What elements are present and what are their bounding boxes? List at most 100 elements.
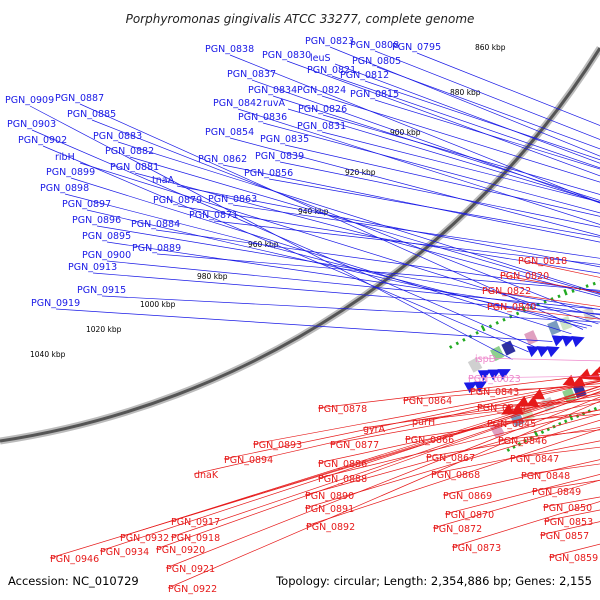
reverse-gene-arrow <box>562 374 576 386</box>
forward-gene-label[interactable]: PGN_0805 <box>352 56 401 67</box>
reverse-gene-label[interactable]: PGN_0859 <box>549 553 598 564</box>
reverse-gene-label[interactable]: PGN_0922 <box>168 584 217 595</box>
forward-gene-label[interactable]: PGN_0889 <box>132 243 181 254</box>
forward-gene-label[interactable]: PGN_0838 <box>205 44 254 55</box>
reverse-gene-label[interactable]: PGN_0934 <box>100 547 149 558</box>
forward-gene-label[interactable]: PGN_0899 <box>46 167 95 178</box>
reverse-gene-label[interactable]: PGN_0894 <box>224 455 273 466</box>
reverse-gene-label[interactable]: PGN_0850 <box>543 503 592 514</box>
forward-gene-label[interactable]: PGN_0909 <box>5 95 54 106</box>
forward-gene-label[interactable]: leuS <box>310 53 331 64</box>
reverse-gene-label[interactable]: PGN_0891 <box>305 504 354 515</box>
reverse-gene-label[interactable]: PGN_0822 <box>482 286 531 297</box>
reverse-gene-label[interactable]: PGN_0892 <box>306 522 355 533</box>
reverse-gene-label[interactable]: PGN_0868 <box>431 470 480 481</box>
reverse-gene-label[interactable]: PGN_0844 <box>477 403 526 414</box>
reverse-gene-label[interactable]: PGN_0818 <box>518 256 567 267</box>
forward-gene-label[interactable]: PGN_0913 <box>68 262 117 273</box>
reverse-gene-label[interactable]: gyrA <box>363 424 386 435</box>
reverse-leader-line <box>402 383 600 401</box>
reverse-gene-label[interactable]: PGN_0873 <box>452 543 501 554</box>
reverse-gene-label[interactable]: PGN_0845 <box>487 419 536 430</box>
forward-gene-label[interactable]: PGN_0896 <box>72 215 121 226</box>
reverse-gene-label[interactable]: PGN_0946 <box>50 554 99 565</box>
forward-gene-label[interactable]: PGN_0856 <box>244 168 293 179</box>
reverse-gene-label[interactable]: purH <box>412 417 435 428</box>
forward-gene-label[interactable]: PGN_0862 <box>198 154 247 165</box>
forward-gene-label[interactable]: PGN_0830 <box>262 50 311 61</box>
forward-gene-label[interactable]: PGN_0824 <box>297 85 346 96</box>
forward-gene-label[interactable]: PGN_0885 <box>67 109 116 120</box>
forward-gene-label[interactable]: PGN_0821 <box>307 65 356 76</box>
forward-gene-label[interactable]: PGN_0854 <box>205 127 254 138</box>
reverse-gene-label[interactable]: PGN_0886 <box>318 459 367 470</box>
reverse-gene-label[interactable]: PGN_0921 <box>166 564 215 575</box>
forward-gene-label[interactable]: PGN_0808 <box>350 40 399 51</box>
forward-gene-label[interactable]: PGN_0815 <box>350 89 399 100</box>
reverse-gene-label[interactable]: PGN_0920 <box>156 545 205 556</box>
reverse-gene-label[interactable]: PGN_0840 <box>487 302 536 313</box>
reverse-gene-label[interactable]: PGN_0932 <box>120 533 169 544</box>
reverse-gene-label[interactable]: PGN_0872 <box>433 524 482 535</box>
forward-gene-arrow <box>477 370 492 381</box>
reverse-gene-label[interactable]: PGN_0857 <box>540 531 589 542</box>
tick-label: 1040 kbp <box>30 350 66 359</box>
reverse-gene-label[interactable]: PGN_0849 <box>532 487 581 498</box>
forward-gene-label[interactable]: PGN_0812 <box>340 70 389 81</box>
forward-gene-label[interactable]: PGN_0836 <box>238 112 287 123</box>
forward-gene-label[interactable]: PGN_0919 <box>31 298 80 309</box>
reverse-gene-label[interactable]: PGN_0870 <box>445 510 494 521</box>
reverse-gene-label[interactable]: PGN_0847 <box>510 454 559 465</box>
forward-gene-arrow <box>546 346 560 358</box>
forward-gene-label[interactable]: PGN_0903 <box>7 119 56 130</box>
forward-gene-label[interactable]: PGN_0837 <box>227 69 276 80</box>
forward-gene-label[interactable]: PGN_0863 <box>208 194 257 205</box>
reverse-gene-label[interactable]: PGN_0866 <box>405 435 454 446</box>
forward-gene-label[interactable]: PGN_0835 <box>260 134 309 145</box>
reverse-gene-label[interactable]: PGN_0848 <box>521 471 570 482</box>
forward-leader-lines <box>29 46 600 360</box>
forward-gene-label[interactable]: PGN_0895 <box>82 231 131 242</box>
forward-gene-label[interactable]: PGN_0831 <box>297 121 346 132</box>
forward-gene-label[interactable]: PGN_0883 <box>93 131 142 142</box>
reverse-gene-label[interactable]: PGN_0853 <box>544 517 593 528</box>
forward-gene-label[interactable]: PGN_0898 <box>40 183 89 194</box>
reverse-gene-label[interactable]: PGN_0877 <box>330 440 379 451</box>
forward-gene-label[interactable]: PGN_0887 <box>55 93 104 104</box>
reverse-leader-line <box>223 380 600 460</box>
reverse-gene-label[interactable]: PGN_0867 <box>426 453 475 464</box>
forward-gene-label[interactable]: tnaA <box>152 175 175 186</box>
forward-gene-label[interactable]: PGN_0795 <box>392 42 441 53</box>
reverse-gene-label[interactable]: PGN_t0023 <box>468 374 521 385</box>
reverse-gene-label[interactable]: PGN_0843 <box>470 387 519 398</box>
reverse-gene-label[interactable]: PGN_0890 <box>305 491 354 502</box>
forward-gene-label[interactable]: PGN_0902 <box>18 135 67 146</box>
reverse-gene-label[interactable]: PGN_0917 <box>171 517 220 528</box>
forward-gene-label[interactable]: ribH <box>55 152 75 163</box>
reverse-gene-label[interactable]: PGN_0846 <box>498 436 547 447</box>
reverse-gene-label[interactable]: PGN_0893 <box>253 440 302 451</box>
reverse-gene-label[interactable]: PGN_0869 <box>443 491 492 502</box>
forward-gene-label[interactable]: PGN_0897 <box>62 199 111 210</box>
forward-gene-label[interactable]: PGN_0834 <box>248 85 297 96</box>
forward-gene-label[interactable]: PGN_0900 <box>82 250 131 261</box>
forward-gene-label[interactable]: PGN_0826 <box>298 104 347 115</box>
forward-gene-label[interactable]: PGN_0871 <box>189 210 238 221</box>
forward-gene-label[interactable]: PGN_0839 <box>255 151 304 162</box>
forward-gene-label[interactable]: PGN_0884 <box>131 219 180 230</box>
reverse-gene-label[interactable]: dnaK <box>194 470 219 481</box>
reverse-gene-label[interactable]: PGN_0864 <box>403 396 452 407</box>
reverse-gene-label[interactable]: PGN_0918 <box>171 533 220 544</box>
reverse-gene-label[interactable]: PGN_0878 <box>318 404 367 415</box>
reverse-gene-label[interactable]: ispD <box>475 354 496 365</box>
forward-gene-label[interactable]: PGN_0842 <box>213 98 262 109</box>
forward-gene-label[interactable]: PGN_0915 <box>77 285 126 296</box>
reverse-gene-label[interactable]: PGN_0888 <box>318 474 367 485</box>
forward-gene-label[interactable]: PGN_0881 <box>110 162 159 173</box>
forward-gene-label[interactable]: PGN_0879 <box>153 195 202 206</box>
forward-gene-label[interactable]: PGN_0882 <box>105 146 154 157</box>
forward-gene-label[interactable]: ruvA <box>263 98 286 109</box>
reverse-gene-label[interactable]: PGN_0820 <box>500 271 549 282</box>
forward-gene-label[interactable]: PGN_0823 <box>305 36 354 47</box>
